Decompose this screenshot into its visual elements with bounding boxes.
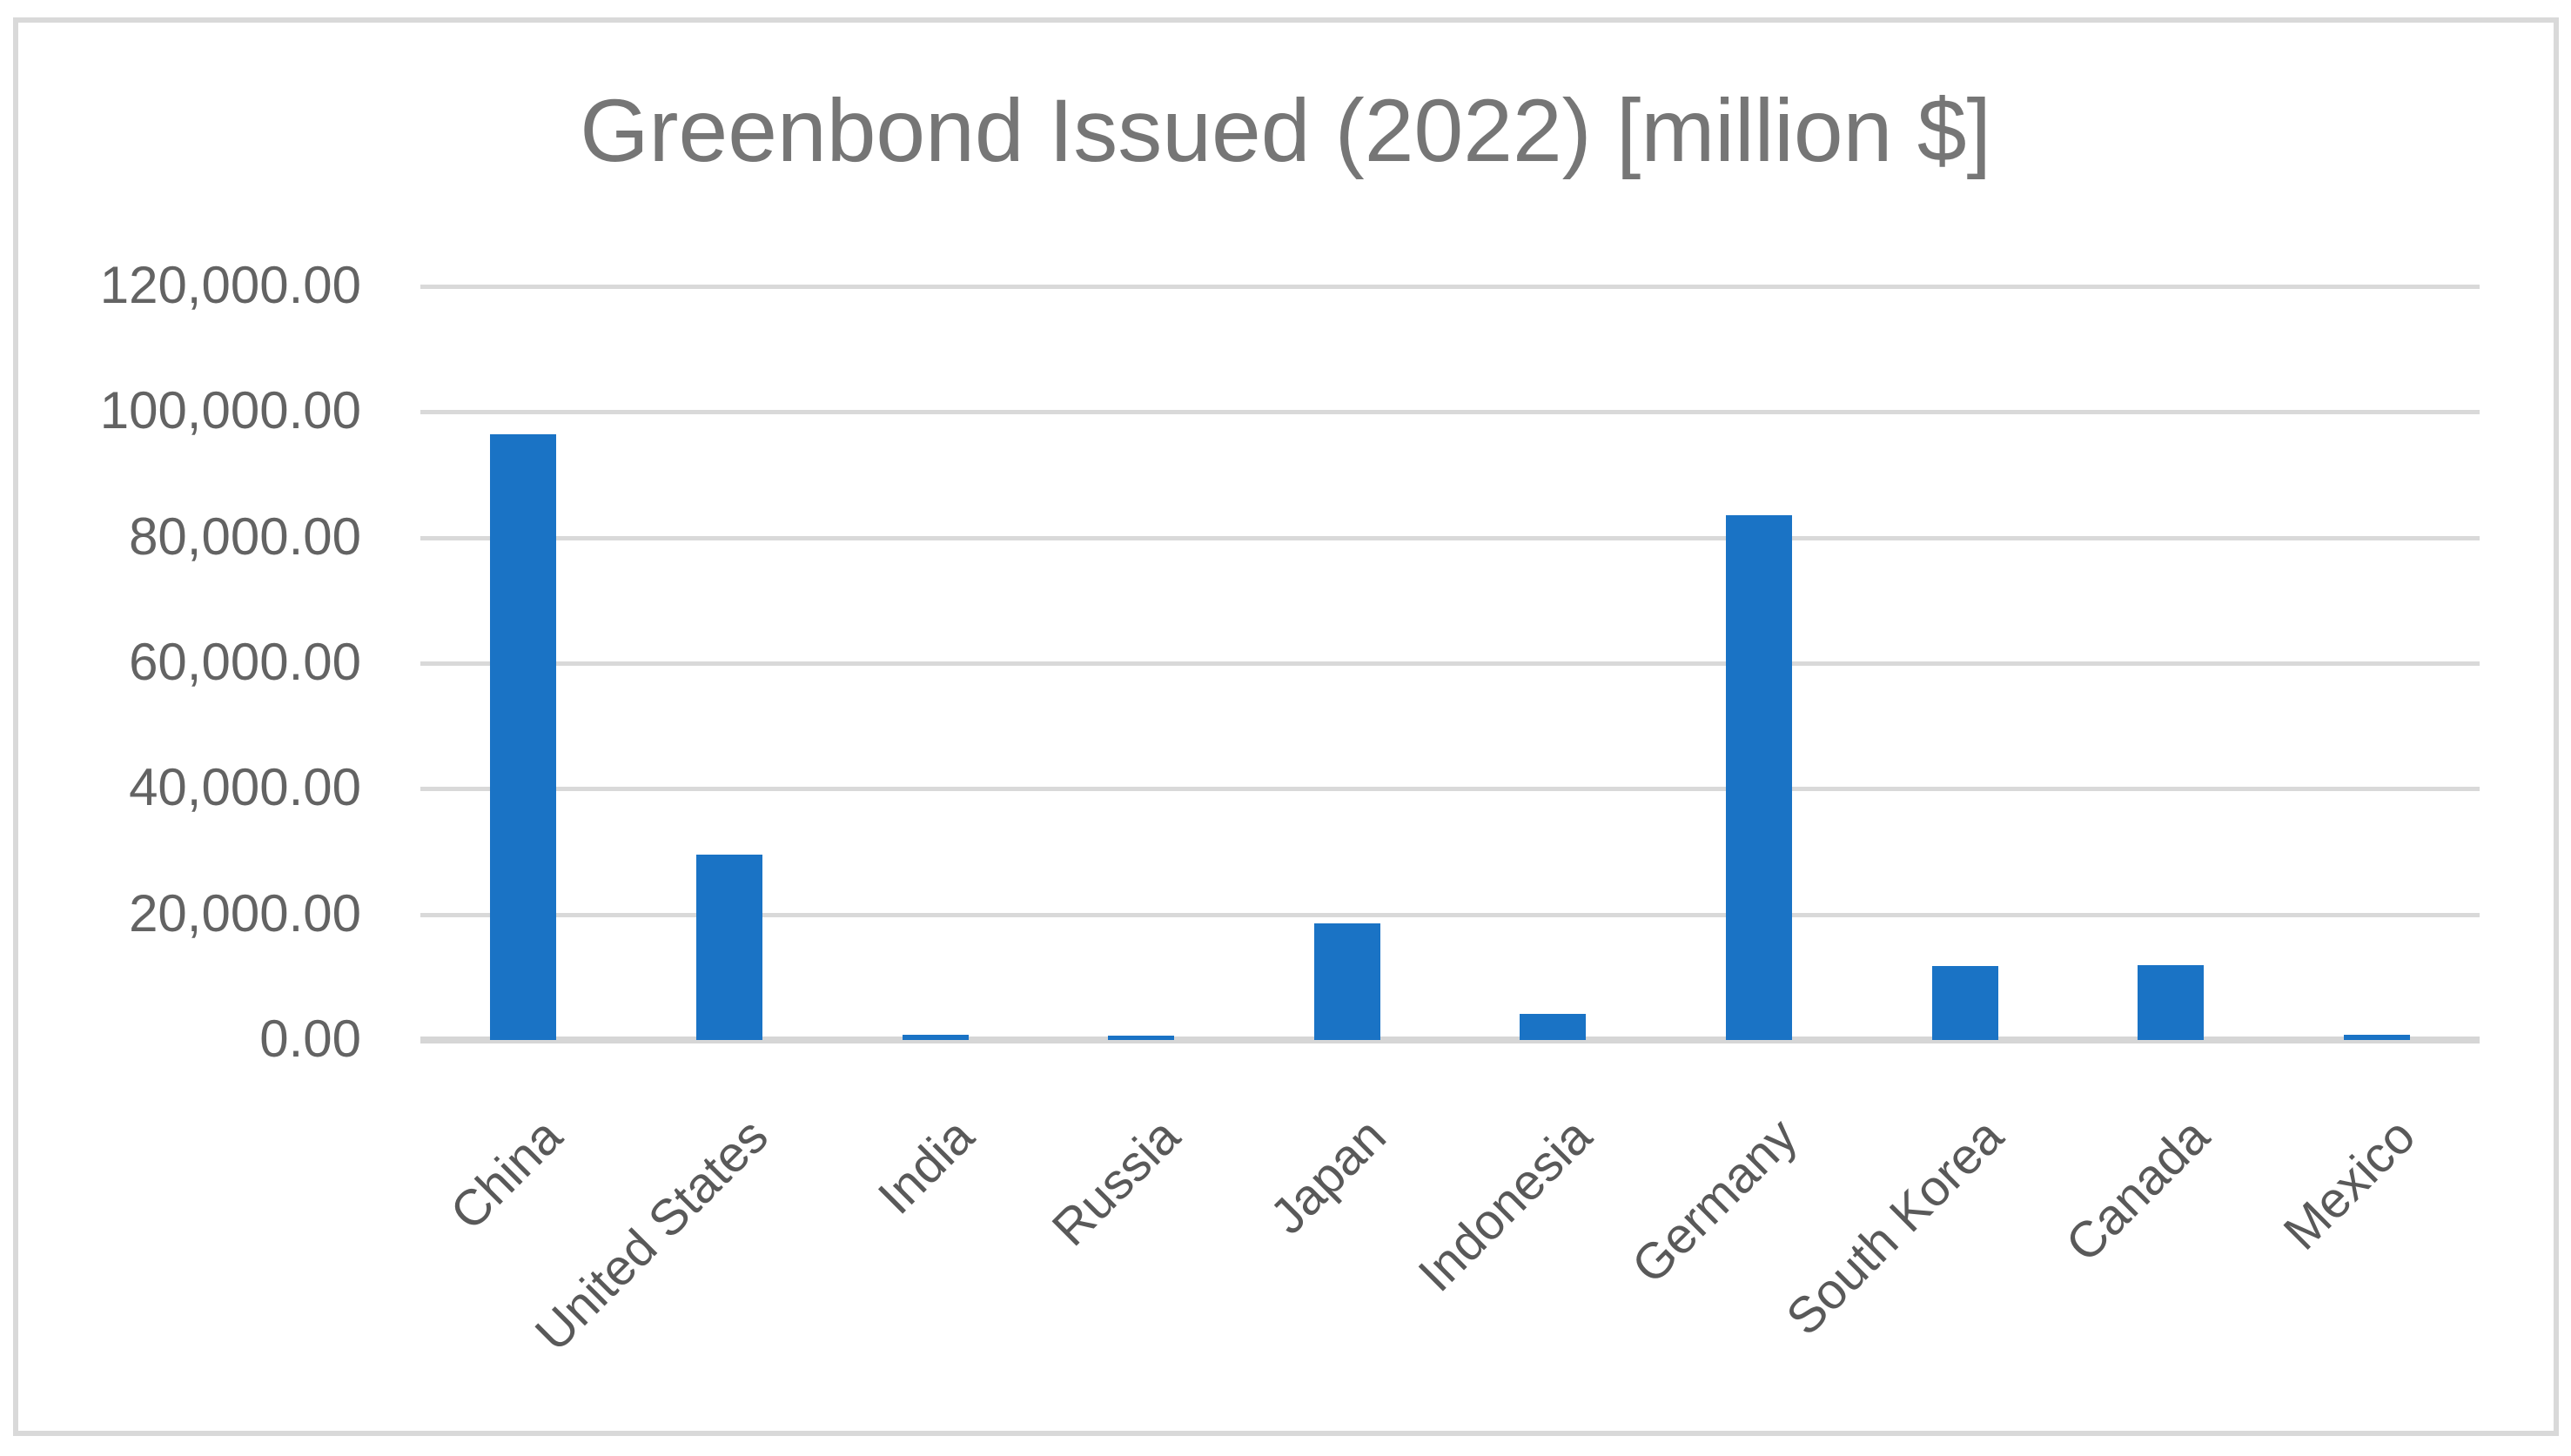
y-axis-tick-label: 60,000.00 <box>129 633 361 692</box>
y-axis-tick-label: 120,000.00 <box>99 256 361 315</box>
bar-south-korea <box>1932 966 1998 1040</box>
bar-canada <box>2138 965 2204 1040</box>
y-axis-tick-label: 100,000.00 <box>99 381 361 440</box>
gridline-100000 <box>420 410 2480 415</box>
y-axis-tick-label: 0.00 <box>259 1010 361 1069</box>
y-axis-tick-label: 80,000.00 <box>129 507 361 566</box>
bar-japan <box>1314 923 1380 1040</box>
bar-united-states <box>696 855 762 1040</box>
gridline-120000 <box>420 285 2480 289</box>
bar-russia <box>1108 1036 1174 1040</box>
y-axis-tick-label: 20,000.00 <box>129 883 361 943</box>
gridline-20000 <box>420 912 2480 917</box>
x-axis-line <box>420 1037 2480 1043</box>
bar-china <box>490 434 556 1040</box>
y-axis-tick-label: 40,000.00 <box>129 758 361 817</box>
bar-germany <box>1726 515 1792 1040</box>
gridline-80000 <box>420 535 2480 540</box>
chart-border-frame <box>13 17 2559 1436</box>
bar-indonesia <box>1520 1014 1586 1040</box>
gridline-40000 <box>420 787 2480 792</box>
chart-title: Greenbond Issued (2022) [million $] <box>580 81 1991 180</box>
bar-mexico <box>2344 1035 2410 1040</box>
gridline-60000 <box>420 661 2480 666</box>
bar-india <box>903 1035 969 1040</box>
